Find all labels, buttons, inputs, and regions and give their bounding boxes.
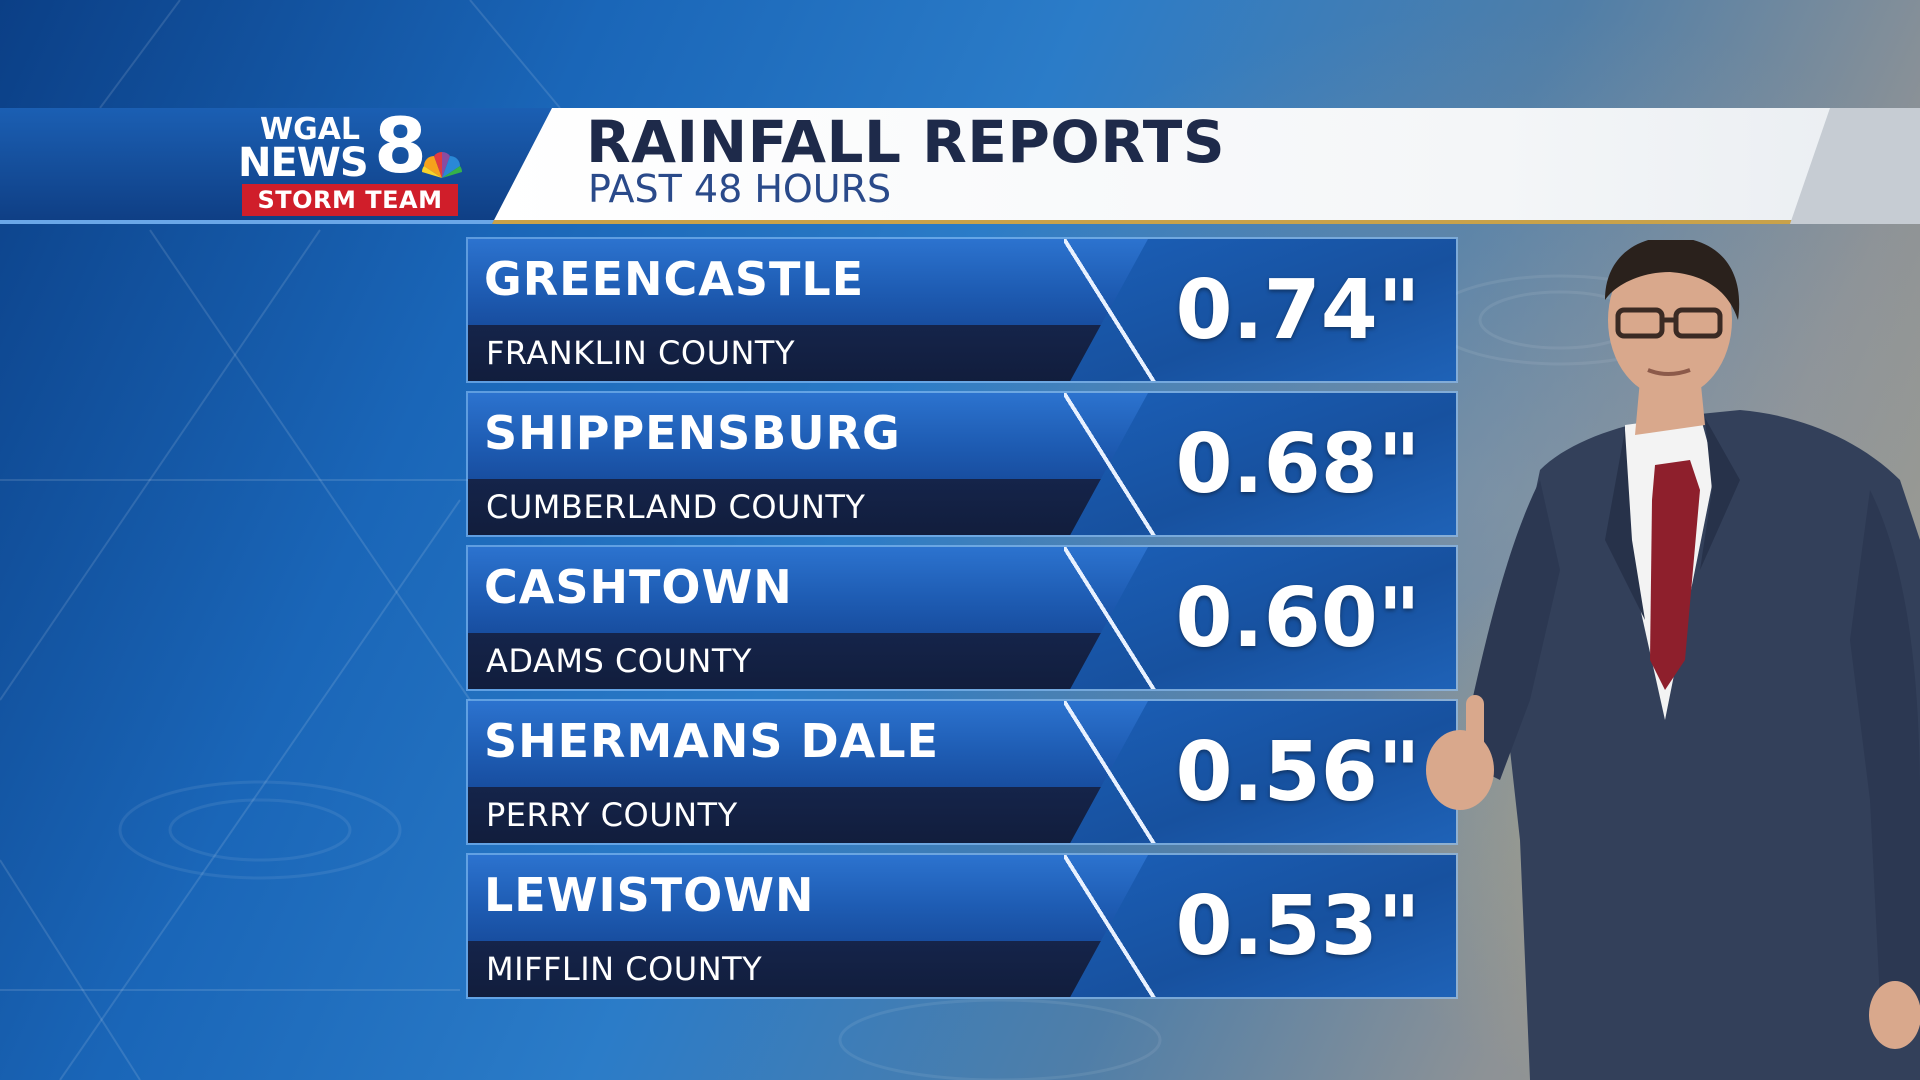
town-name: SHIPPENSBURG: [484, 406, 901, 460]
logo-news-text: NEWS: [238, 140, 369, 186]
rainfall-list: GREENCASTLE FRANKLIN COUNTY 0.74" SHIPPE…: [466, 237, 1458, 1007]
town-name: GREENCASTLE: [484, 252, 865, 306]
rainfall-row: CASHTOWN ADAMS COUNTY 0.60": [466, 545, 1458, 691]
station-logo: WGAL NEWS 8 STORM TEAM: [238, 108, 464, 218]
page-title: RAINFALL REPORTS: [586, 108, 1226, 176]
rainfall-row: SHERMANS DALE PERRY COUNTY 0.56": [466, 699, 1458, 845]
county-name: CUMBERLAND COUNTY: [486, 488, 866, 526]
town-name: SHERMANS DALE: [484, 714, 940, 768]
storm-team-badge: STORM TEAM: [242, 184, 458, 216]
town-name: LEWISTOWN: [484, 868, 815, 922]
row-divider-slash: [1064, 855, 1156, 997]
rainfall-row: GREENCASTLE FRANKLIN COUNTY 0.74": [466, 237, 1458, 383]
page-subtitle: PAST 48 HOURS: [588, 167, 892, 211]
rainfall-amount: 0.60": [1175, 571, 1421, 666]
row-divider-slash: [1064, 701, 1156, 843]
row-divider-slash: [1064, 547, 1156, 689]
header-title-panel: [492, 108, 1920, 224]
rainfall-amount: 0.53": [1175, 879, 1421, 974]
county-name: FRANKLIN COUNTY: [486, 334, 796, 372]
row-divider-slash: [1064, 239, 1156, 381]
rainfall-row: SHIPPENSBURG CUMBERLAND COUNTY 0.68": [466, 391, 1458, 537]
county-name: PERRY COUNTY: [486, 796, 738, 834]
row-divider-slash: [1064, 393, 1156, 535]
rainfall-amount: 0.74": [1175, 263, 1421, 358]
meteorologist-presenter: [1426, 240, 1920, 1080]
peacock-icon: [422, 152, 462, 178]
header-banner: [0, 108, 1920, 224]
rainfall-amount: 0.68": [1175, 417, 1421, 512]
town-name: CASHTOWN: [484, 560, 793, 614]
county-name: MIFFLIN COUNTY: [486, 950, 763, 988]
logo-channel-number: 8: [374, 101, 427, 190]
county-name: ADAMS COUNTY: [486, 642, 752, 680]
logo-station-text: WGAL: [260, 112, 361, 147]
rainfall-amount: 0.56": [1175, 725, 1421, 820]
rainfall-row: LEWISTOWN MIFFLIN COUNTY 0.53": [466, 853, 1458, 999]
